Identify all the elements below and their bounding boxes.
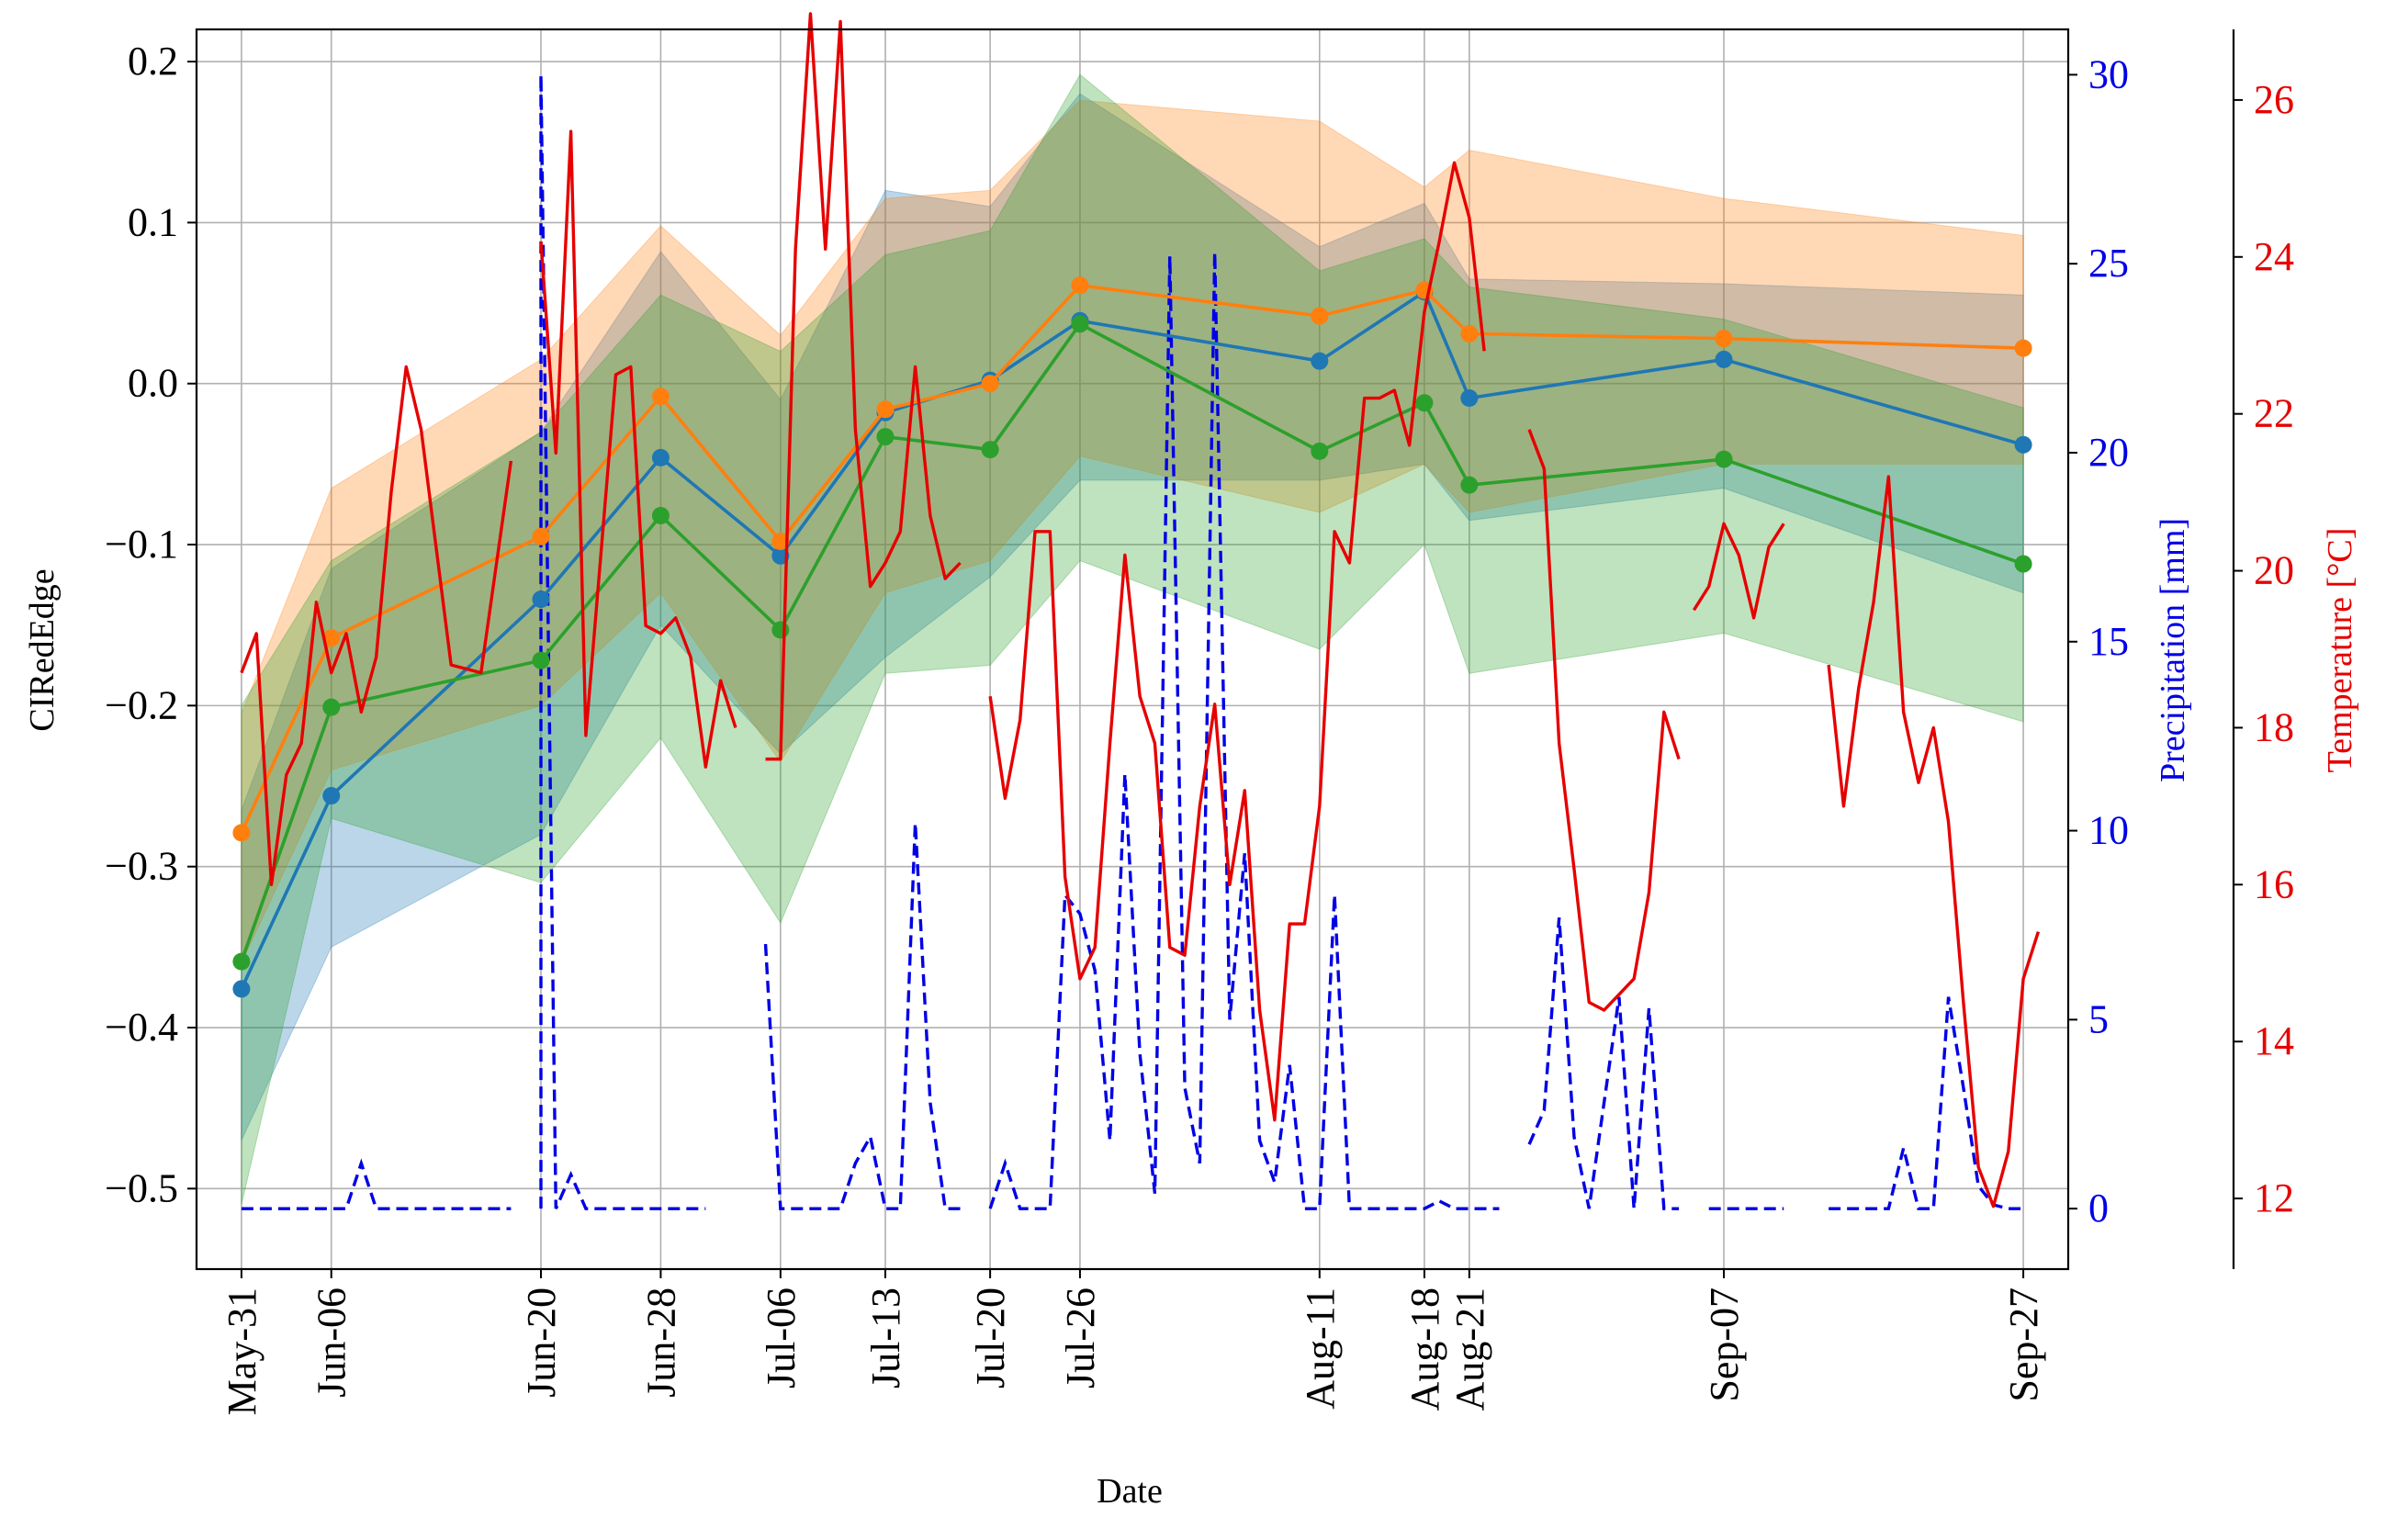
temperature-segment xyxy=(539,129,737,769)
point-green xyxy=(2014,555,2032,573)
point-green xyxy=(876,428,895,446)
temperature-tick-label: 24 xyxy=(2254,234,2294,279)
precipitation-segment xyxy=(988,252,1500,1210)
precipitation-tick-label: 25 xyxy=(2088,241,2129,286)
x-tick-label: Aug-21 xyxy=(1447,1287,1492,1411)
precipitation-segment xyxy=(1829,996,2024,1210)
x-tick-label: May-31 xyxy=(219,1287,264,1415)
point-green xyxy=(1311,442,1329,460)
point-orange xyxy=(1311,307,1329,325)
precipitation-tick-label: 10 xyxy=(2088,808,2129,853)
point-green xyxy=(232,952,251,971)
x-tick-label: Jun-06 xyxy=(310,1287,355,1398)
plot-frame xyxy=(195,28,2070,1271)
y-tick-label: 0.1 xyxy=(128,199,178,244)
point-blue xyxy=(651,448,670,466)
point-orange xyxy=(2014,339,2032,357)
x-tick-label: Jul-20 xyxy=(968,1287,1013,1388)
temperature-segment xyxy=(1692,522,1785,620)
x-tick-label: Sep-07 xyxy=(1702,1287,1747,1402)
point-orange xyxy=(771,533,790,551)
point-orange xyxy=(651,388,670,406)
precipitation-axis-label: Precipitation [mm] xyxy=(2154,518,2192,782)
y-tick-label: −0.4 xyxy=(105,1005,178,1050)
point-green xyxy=(1071,315,1089,333)
precipitation-tick-label: 15 xyxy=(2088,619,2129,664)
temperature-tick-label: 16 xyxy=(2254,861,2294,906)
point-green xyxy=(532,651,550,669)
x-tick-label: Sep-27 xyxy=(2001,1287,2046,1402)
point-green xyxy=(771,621,790,639)
temperature-segment xyxy=(240,365,513,887)
point-blue xyxy=(1715,350,1733,368)
point-orange xyxy=(532,527,550,545)
band-blue xyxy=(241,93,2024,1141)
temperature-tick-label: 22 xyxy=(2254,391,2294,436)
temperature-tick-label: 12 xyxy=(2254,1175,2294,1220)
point-green xyxy=(1415,394,1434,412)
point-blue xyxy=(322,787,341,805)
point-green xyxy=(1460,476,1479,494)
temperature-axis-label: Temperature [°C] xyxy=(2321,528,2359,773)
temperature-segment xyxy=(765,12,962,761)
precipitation-segment xyxy=(1527,917,1680,1210)
band-orange xyxy=(241,99,2024,964)
temperature-segment xyxy=(988,161,1486,1122)
precipitation-tick-label: 0 xyxy=(2088,1186,2109,1231)
x-tick-label: Jul-26 xyxy=(1058,1287,1103,1388)
y-tick-label: −0.1 xyxy=(105,522,178,567)
temperature-tick-label: 18 xyxy=(2254,704,2294,749)
spread-bands xyxy=(241,73,2024,1205)
x-axis-label: Date xyxy=(1097,1472,1163,1511)
axis-labels: Date CIRedEdge Precipitation [mm] Temper… xyxy=(23,518,2359,1511)
temperature-segment xyxy=(1527,429,1681,1012)
y-tick-label: −0.3 xyxy=(105,844,178,889)
precipitation-tick-label: 20 xyxy=(2088,430,2129,475)
y-tick-label: −0.5 xyxy=(105,1165,178,1210)
point-orange xyxy=(1715,330,1733,348)
temperature-tick-label: 20 xyxy=(2254,548,2294,593)
point-blue xyxy=(1311,352,1329,370)
temperature-tick-label: 14 xyxy=(2254,1018,2294,1063)
y-axis-label: CIRedEdge xyxy=(23,568,62,731)
point-green xyxy=(1715,450,1733,468)
point-blue xyxy=(2014,435,2032,454)
precipitation-segment xyxy=(763,823,961,1210)
point-green xyxy=(651,506,670,524)
point-blue xyxy=(1460,388,1479,407)
y-tick-label: 0.0 xyxy=(128,361,178,406)
grid-lines xyxy=(197,29,2068,1269)
x-tick-label: Jun-28 xyxy=(638,1287,683,1398)
temperature-segment xyxy=(1827,475,2041,1208)
x-tick-label: Jun-20 xyxy=(519,1287,564,1398)
temperature-line xyxy=(240,12,2041,1208)
point-orange xyxy=(1460,324,1479,343)
point-green xyxy=(981,441,999,459)
point-orange xyxy=(981,375,999,393)
precipitation-tick-label: 30 xyxy=(2088,51,2129,96)
band-green xyxy=(241,73,2024,1205)
cirededge-lines xyxy=(232,276,2032,998)
x-tick-label: Jul-06 xyxy=(759,1287,804,1388)
y-tick-label: −0.2 xyxy=(105,682,178,727)
precipitation-segment xyxy=(241,1158,512,1210)
point-orange xyxy=(232,824,251,842)
point-orange xyxy=(1071,276,1089,295)
temperature-tick-label: 26 xyxy=(2254,77,2294,122)
precipitation-segment xyxy=(539,74,706,1210)
point-orange xyxy=(876,400,895,419)
x-tick-label: Aug-18 xyxy=(1402,1287,1447,1411)
precipitation-tick-label: 5 xyxy=(2088,996,2109,1041)
precipitation-line xyxy=(241,74,2024,1210)
x-tick-label: Aug-11 xyxy=(1298,1287,1343,1410)
point-blue xyxy=(532,590,550,609)
y-tick-label: 0.2 xyxy=(128,39,178,84)
axes: 0.2 0.1 0.0 −0.1 −0.2 −0.3 −0.4 −0.5 0 5 10 15 20 25 3… xyxy=(105,28,2294,1415)
x-tick-label: Jul-13 xyxy=(863,1287,908,1388)
point-orange xyxy=(322,629,341,647)
point-green xyxy=(322,698,341,716)
point-blue xyxy=(232,980,251,998)
